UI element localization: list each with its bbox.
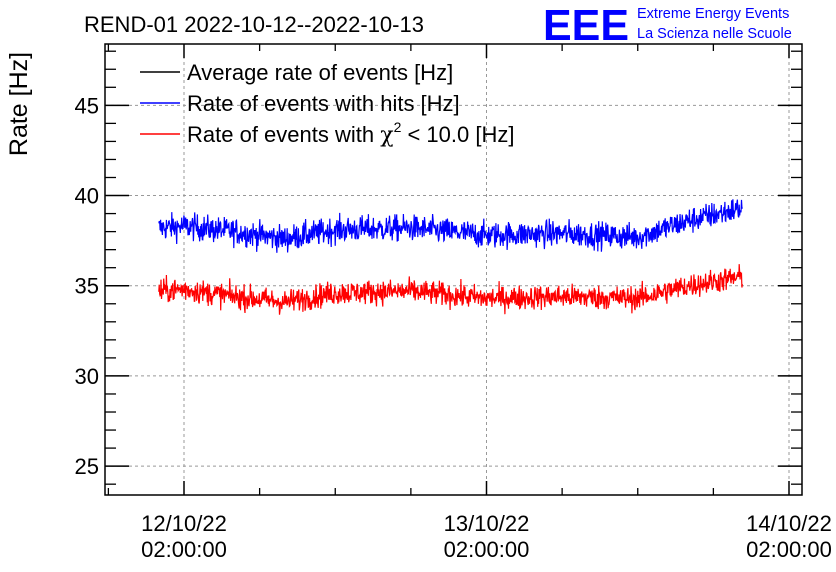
series-line-2	[158, 264, 743, 315]
legend-label-chi2-symbol: χ	[380, 123, 393, 148]
legend-label-hits: Rate of events with hits [Hz]	[187, 91, 460, 116]
x-tick-label-time-0: 02:00:00	[141, 537, 227, 562]
plot-frame	[104, 43, 803, 496]
legend-label-chi2-prefix: Rate of events with	[187, 122, 380, 147]
legend: Average rate of events [Hz] Rate of even…	[140, 60, 514, 148]
axis-ticks: 253035404512/10/2202:00:0013/10/2202:00:…	[75, 44, 832, 562]
y-tick-label-40: 40	[75, 184, 99, 209]
eee-logo: EEE Extreme Energy Events La Scienza nel…	[543, 1, 792, 50]
eee-logo-mark: EEE	[543, 1, 629, 50]
y-axis-label: Rate [Hz]	[5, 52, 33, 156]
legend-label-chi2: Rate of events with χ2 < 10.0 [Hz]	[187, 119, 514, 148]
x-tick-label-date-2: 14/10/22	[746, 511, 832, 536]
x-tick-label-date-1: 13/10/22	[444, 511, 530, 536]
y-tick-label-45: 45	[75, 93, 99, 118]
series-layer	[158, 199, 743, 315]
x-tick-label-time-2: 02:00:00	[746, 537, 832, 562]
y-tick-label-35: 35	[75, 274, 99, 299]
x-tick-label-date-0: 12/10/22	[141, 511, 227, 536]
chart-title: REND-01 2022-10-12--2022-10-13	[84, 12, 424, 37]
eee-logo-line2: La Scienza nelle Scuole	[637, 26, 792, 42]
legend-label-chi2-sup: 2	[394, 119, 402, 135]
y-tick-label-25: 25	[75, 454, 99, 479]
series-line-1	[158, 199, 743, 253]
y-tick-label-30: 30	[75, 364, 99, 389]
legend-label-chi2-suffix: < 10.0 [Hz]	[401, 122, 514, 147]
legend-label-average: Average rate of events [Hz]	[187, 60, 453, 85]
x-tick-label-time-1: 02:00:00	[444, 537, 530, 562]
eee-logo-line1: Extreme Energy Events	[637, 6, 789, 22]
